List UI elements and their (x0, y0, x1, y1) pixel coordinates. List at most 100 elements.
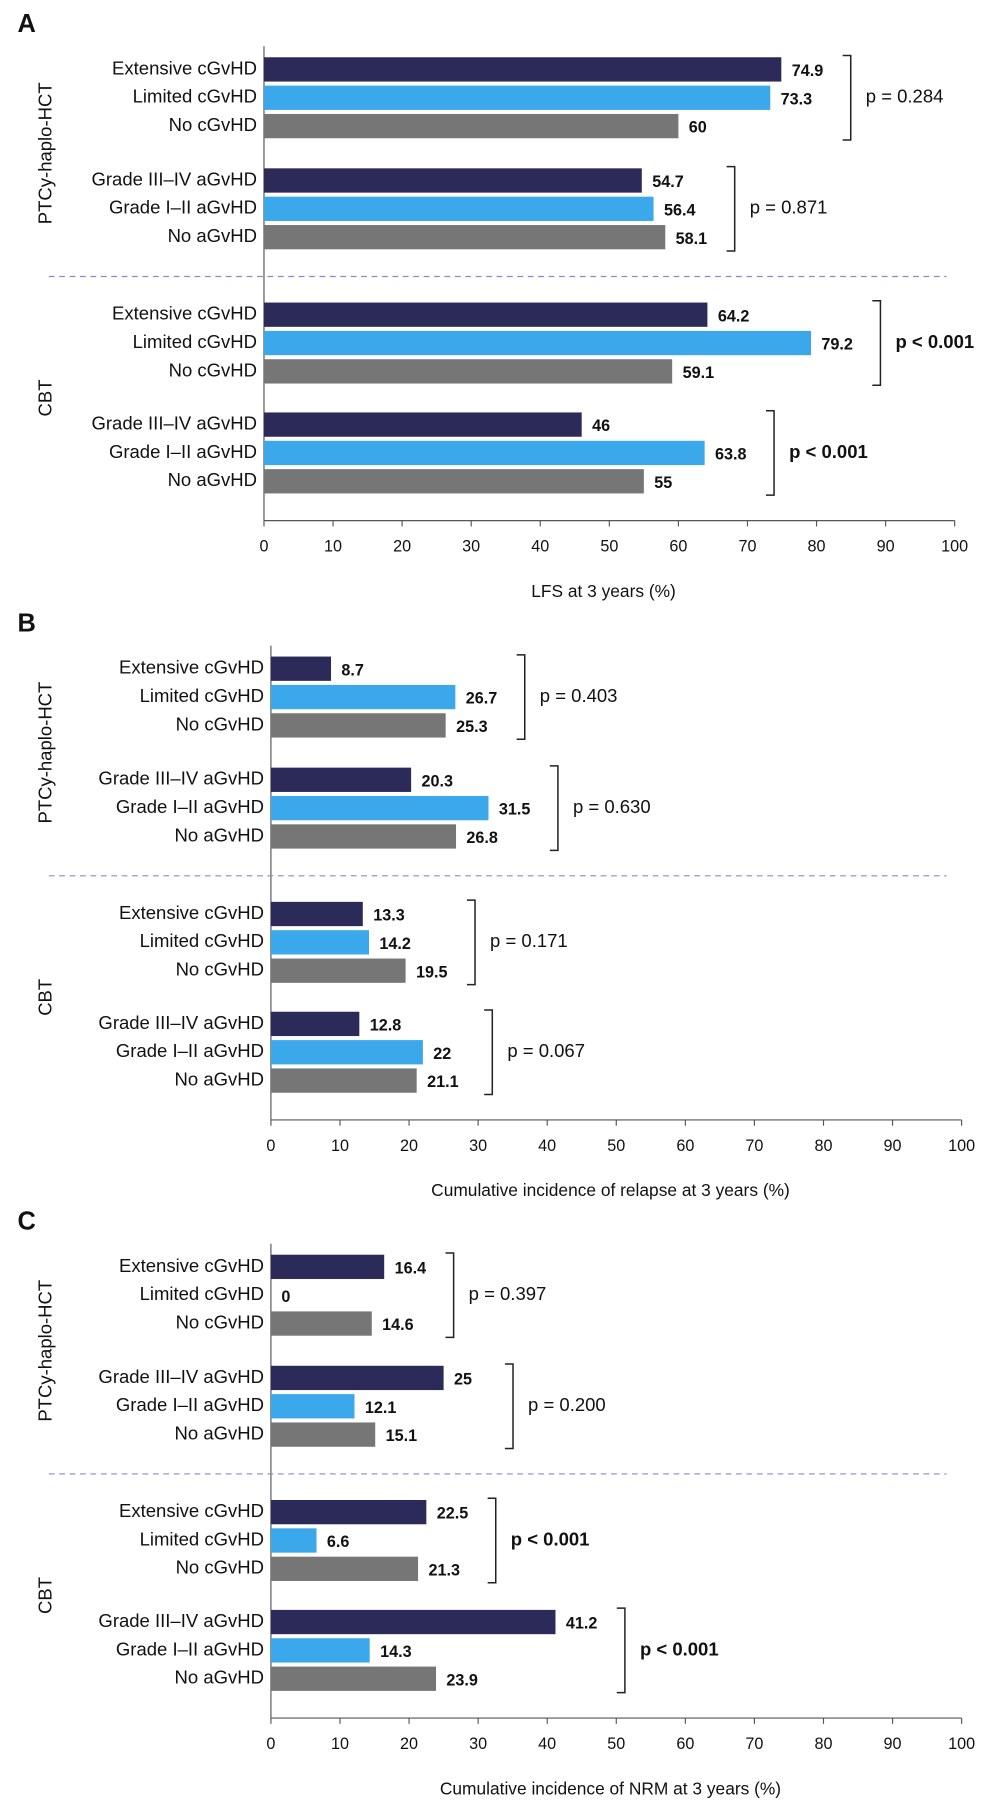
category-label: No aGvHD (175, 824, 264, 845)
p-value: p = 0.403 (540, 685, 618, 706)
category-label: No cGvHD (176, 1311, 264, 1332)
p-value: p = 0.284 (866, 86, 944, 107)
panel-label: B (18, 609, 36, 637)
value-label: 12.8 (370, 1016, 402, 1034)
category-label: Extensive cGvHD (119, 657, 264, 678)
x-tick-label: 40 (531, 538, 549, 556)
bar (263, 440, 705, 466)
category-label: Grade III–IV aGvHD (91, 168, 257, 189)
x-tick-label: 60 (669, 538, 687, 556)
bar (263, 330, 812, 356)
category-label: No aGvHD (168, 225, 257, 246)
bracket (842, 54, 852, 141)
value-label: 12.1 (365, 1399, 397, 1417)
x-tick-label: 50 (607, 1137, 625, 1155)
x-tick-label: 0 (266, 1137, 275, 1155)
value-label: 14.3 (380, 1643, 412, 1661)
bar (270, 1422, 376, 1447)
x-tick-label: 60 (676, 1137, 694, 1155)
x-tick-label: 50 (600, 538, 618, 556)
panel-label: A (18, 10, 36, 38)
value-label: 21.3 (428, 1561, 460, 1579)
value-label: 22.5 (437, 1505, 469, 1523)
category-label: No aGvHD (175, 1423, 264, 1444)
x-tick-label: 20 (393, 538, 411, 556)
bracket (872, 300, 882, 387)
category-label: Grade I–II aGvHD (109, 197, 257, 218)
category-label: Extensive cGvHD (112, 57, 257, 78)
bar (270, 1365, 444, 1391)
group-label: CBT (34, 979, 55, 1016)
p-value: p < 0.001 (511, 1528, 590, 1549)
category-label: No aGvHD (175, 1667, 264, 1688)
bracket (616, 1607, 626, 1694)
x-tick-label: 80 (814, 1735, 832, 1753)
category-label: Extensive cGvHD (119, 1255, 264, 1276)
bar (270, 1528, 317, 1553)
value-label: 26.8 (466, 829, 498, 847)
panel-label: C (18, 1208, 36, 1236)
value-label: 46 (592, 417, 610, 435)
category-label: Grade I–II aGvHD (116, 796, 264, 817)
bracket (487, 1497, 497, 1584)
x-tick-label: 100 (948, 1735, 975, 1753)
bar (270, 958, 406, 983)
category-label: No aGvHD (168, 469, 257, 490)
bar (270, 1638, 370, 1663)
value-label: 73.3 (781, 90, 813, 108)
category-label: Grade I–II aGvHD (116, 1638, 264, 1659)
bar (263, 225, 666, 250)
value-label: 54.7 (652, 173, 684, 191)
bracket (466, 899, 476, 986)
p-value: p = 0.397 (469, 1283, 547, 1304)
p-value: p = 0.871 (750, 197, 828, 218)
bar (263, 412, 582, 437)
category-label: Limited cGvHD (133, 331, 257, 352)
bar (270, 795, 489, 821)
p-value: p = 0.171 (490, 930, 568, 951)
category-label: Extensive cGvHD (112, 303, 257, 324)
bar (270, 1311, 372, 1336)
bar (270, 901, 363, 927)
bar (270, 824, 457, 849)
bracket (516, 654, 526, 741)
x-tick-label: 100 (948, 1137, 975, 1155)
value-label: 55 (654, 474, 672, 492)
bracket (765, 409, 775, 496)
x-tick-label: 90 (884, 1137, 902, 1155)
bar (263, 85, 771, 110)
bracket (445, 1252, 455, 1339)
x-tick-label: 0 (259, 538, 268, 556)
category-label: Grade I–II aGvHD (116, 1394, 264, 1415)
value-label: 25 (454, 1371, 472, 1389)
x-tick-label: 70 (745, 1735, 763, 1753)
bar (270, 1609, 556, 1635)
value-label: 63.8 (715, 446, 747, 464)
category-label: Extensive cGvHD (119, 1500, 264, 1521)
category-label: Limited cGvHD (133, 86, 257, 107)
category-label: Extensive cGvHD (119, 902, 264, 923)
category-label: No cGvHD (176, 1557, 264, 1578)
category-label: Grade III–IV aGvHD (91, 412, 257, 433)
x-tick-label: 10 (331, 1735, 349, 1753)
bar (270, 1068, 417, 1093)
x-tick-label: 40 (538, 1137, 556, 1155)
bar (270, 684, 456, 710)
value-label: 8.7 (341, 661, 364, 679)
category-label: No cGvHD (176, 959, 264, 980)
x-tick-label: 80 (808, 538, 826, 556)
value-label: 31.5 (499, 801, 531, 819)
bar (270, 1011, 360, 1037)
value-label: 41.2 (566, 1615, 598, 1633)
bar (270, 1499, 427, 1525)
p-value: p < 0.001 (895, 331, 974, 352)
x-axis-label: Cumulative incidence of NRM at 3 years (… (440, 1778, 781, 1798)
x-tick-label: 20 (400, 1137, 418, 1155)
value-label: 58.1 (676, 230, 708, 248)
group-label: PTCy-haplo-HCT (34, 682, 55, 824)
value-label: 56.4 (664, 201, 696, 219)
value-label: 26.7 (466, 690, 498, 708)
p-value: p = 0.067 (507, 1040, 585, 1061)
bar (270, 656, 332, 681)
